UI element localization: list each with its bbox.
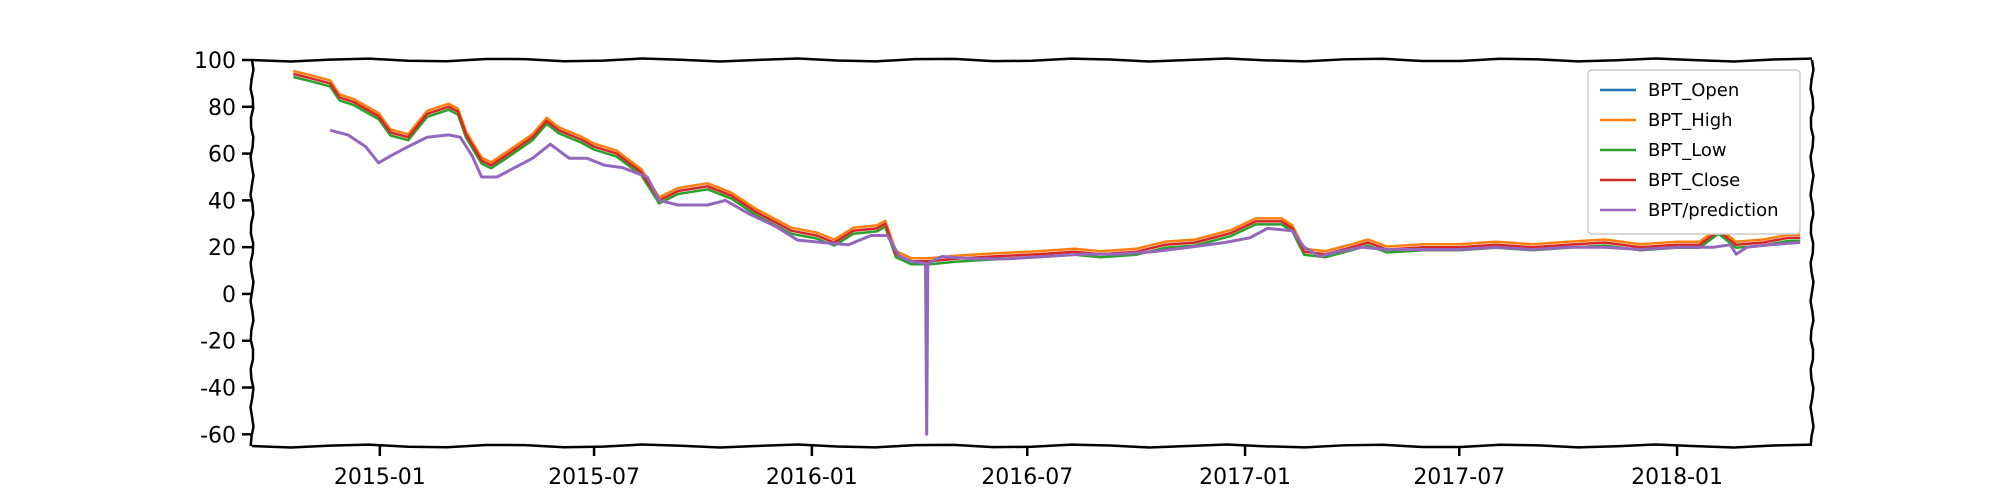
frame-left: [249, 59, 255, 447]
axes-layer: 100 80 60 40 20 0 -20 -40 -60 2015-01 2015-07 2016-…: [194, 49, 1723, 490]
x-tick-label: 2016-01: [766, 465, 858, 490]
x-tick-label: 2017-07: [1413, 465, 1505, 490]
plot-area: [249, 57, 1815, 449]
series-line-bpt-close: [293, 72, 1801, 263]
x-tick-label: 2016-07: [981, 465, 1073, 490]
y-tick-label: 100: [194, 49, 236, 74]
series-line-bpt-open: [293, 73, 1801, 263]
frame-right: [1809, 59, 1815, 447]
legend-label: BPT_Low: [1648, 140, 1727, 161]
x-tick-label: 2015-07: [548, 465, 640, 490]
y-tick-label: -40: [200, 377, 236, 402]
y-tick-label: 80: [208, 96, 236, 121]
y-tick-label: 40: [208, 189, 236, 214]
y-tick-label: 60: [208, 143, 236, 168]
legend-box: [1587, 69, 1801, 235]
y-tick-label: 20: [208, 236, 236, 261]
legend-label: BPT_High: [1648, 110, 1733, 131]
series-line-bpt-low: [293, 75, 1801, 266]
y-tick-label: -60: [200, 423, 236, 448]
legend: BPT_Open BPT_High BPT_Low BPT_Close BPT/pred…: [1587, 69, 1801, 235]
y-tick-label: -20: [200, 330, 236, 355]
legend-label: BPT/prediction: [1648, 200, 1779, 221]
x-tick-label: 2015-01: [334, 465, 426, 490]
frame-top: [251, 57, 1813, 63]
frame-bottom: [251, 443, 1813, 449]
legend-label: BPT_Open: [1648, 80, 1739, 101]
series-layer: [293, 69, 1801, 436]
legend-label: BPT_Close: [1648, 170, 1740, 191]
x-tick-label: 2018-01: [1631, 465, 1723, 490]
x-tick-label: 2017-01: [1199, 465, 1291, 490]
y-tick-label: 0: [222, 283, 236, 308]
series-line-bpt-prediction: [329, 128, 1801, 436]
